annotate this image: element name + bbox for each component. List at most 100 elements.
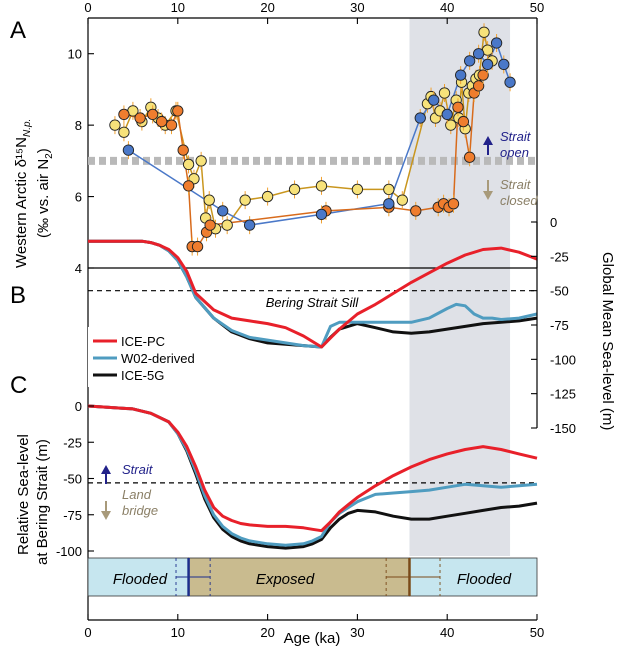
land-bridge-label-2: bridge bbox=[122, 503, 158, 518]
panelA-point-core-orange-3 bbox=[155, 115, 168, 128]
bottom-tick-label-2: 20 bbox=[260, 625, 274, 640]
panelA-point-core-blue-7 bbox=[441, 108, 453, 121]
strait-closed-label-2: closed bbox=[500, 193, 538, 208]
panelA-point-core-orange-19 bbox=[452, 101, 464, 113]
panelA-point-core-yellow-19 bbox=[351, 183, 364, 196]
right-tick-label-4: -100 bbox=[550, 352, 576, 367]
bottom-tick-label-5: 50 bbox=[530, 625, 544, 640]
panelC-ylabel-line1: Relative Sea-level bbox=[15, 434, 32, 555]
panelA-point-core-orange-4 bbox=[165, 119, 178, 131]
panelA-point-core-blue-14 bbox=[504, 76, 516, 88]
status-flooded-right: Flooded bbox=[457, 571, 512, 588]
panelA-point-core-orange-20 bbox=[457, 115, 470, 128]
bottom-tick-label-1: 10 bbox=[171, 625, 185, 640]
right-tick-label-2: -50 bbox=[550, 284, 569, 299]
panelA-ylabel: Western Arctic δ¹⁵NN.p. bbox=[13, 119, 33, 268]
strait-arrow-icon bbox=[101, 465, 111, 484]
panelA-point-core-blue-6 bbox=[428, 94, 440, 106]
top-tick-label-1: 10 bbox=[171, 0, 185, 15]
panel-letter-a: A bbox=[10, 17, 26, 44]
x-axis-label: Age (ka) bbox=[284, 630, 341, 647]
right-tick-label-5: -125 bbox=[550, 387, 576, 402]
panelA-ytick-label-0: 4 bbox=[75, 261, 82, 276]
panelA-point-core-orange-14 bbox=[410, 205, 422, 217]
legend-w02: W02-derived bbox=[121, 351, 195, 366]
panelA-point-core-yellow-0 bbox=[109, 119, 121, 131]
right-tick-label-1: -25 bbox=[550, 249, 569, 264]
land-bridge-arrow-icon bbox=[101, 501, 111, 520]
panelC-ylabel-line2: at Bering Strait (m) bbox=[34, 439, 51, 565]
panelA-point-core-blue-1 bbox=[217, 205, 229, 217]
panelC-ytick-label-3: -75 bbox=[63, 508, 82, 523]
panelA-point-core-yellow-17 bbox=[288, 183, 301, 196]
strait-open-label-2: open bbox=[500, 145, 529, 160]
bering-sill-label: Bering Strait Sill bbox=[266, 295, 360, 310]
panelA-point-core-orange-21 bbox=[463, 151, 476, 163]
panelA-point-core-orange-18 bbox=[447, 198, 460, 210]
bottom-tick-label-0: 0 bbox=[84, 625, 91, 640]
panelA-point-core-orange-7 bbox=[182, 180, 195, 192]
panelA-ylabel-units-end: ) bbox=[35, 148, 52, 153]
panelA-point-core-yellow-20 bbox=[383, 183, 395, 196]
panelA-ytick-label-1: 6 bbox=[75, 190, 82, 205]
panelA-ylabel-units-text: (‰ vs. air N bbox=[35, 159, 52, 238]
right-axis-label: Global Mean Sea-level (m) bbox=[599, 252, 616, 430]
strait-open-label-1: Strait bbox=[500, 129, 532, 144]
panelA-point-core-blue-8 bbox=[455, 69, 467, 81]
legend-ice-pc: ICE-PC bbox=[121, 334, 165, 349]
panelA-point-core-yellow-36 bbox=[478, 26, 490, 38]
panelA-point-core-orange-0 bbox=[118, 108, 130, 121]
right-tick-label-0: 0 bbox=[550, 215, 557, 230]
bottom-tick-label-4: 40 bbox=[440, 625, 454, 640]
top-tick-label-5: 50 bbox=[530, 0, 544, 15]
panelA-point-core-blue-9 bbox=[463, 55, 476, 67]
panelA-point-core-blue-4 bbox=[383, 198, 395, 210]
panelA-point-core-orange-2 bbox=[147, 108, 159, 121]
status-segment-0 bbox=[87, 557, 189, 597]
panelA-ylabel-main: Western Arctic δ¹⁵N bbox=[13, 137, 30, 268]
panelC-ytick-label-0: 0 bbox=[75, 399, 82, 414]
bottom-tick-label-3: 30 bbox=[350, 625, 364, 640]
panelA-point-core-orange-23 bbox=[472, 80, 485, 92]
panelA-point-core-yellow-26 bbox=[438, 87, 451, 99]
strait-closed-label-1: Strait bbox=[500, 177, 532, 192]
panelA-point-core-yellow-18 bbox=[315, 180, 328, 192]
panelA-ytick-label-3: 10 bbox=[68, 47, 82, 62]
top-tick-label-2: 20 bbox=[260, 0, 274, 15]
panelA-point-core-blue-11 bbox=[481, 58, 494, 71]
status-segment-1 bbox=[188, 557, 410, 597]
panelB-series-ice-pc bbox=[88, 239, 538, 349]
top-tick-label-3: 30 bbox=[350, 0, 364, 15]
panelA-point-core-blue-10 bbox=[472, 48, 485, 60]
panelC-series-ice-pc bbox=[87, 404, 538, 533]
panelC-ytick-label-1: -25 bbox=[63, 435, 82, 450]
strait-label: Strait bbox=[122, 462, 154, 477]
legend-ice-5g: ICE-5G bbox=[121, 368, 164, 383]
panel-letter-b: B bbox=[10, 282, 26, 309]
panelC-ytick-label-2: -50 bbox=[63, 472, 82, 487]
panelA-point-core-blue-12 bbox=[490, 37, 503, 49]
panelA-point-core-orange-9 bbox=[191, 240, 204, 253]
right-tick-label-3: -75 bbox=[550, 318, 569, 333]
panelA-ylabel-units: (‰ vs. air N2) bbox=[35, 148, 55, 238]
right-tick-label-6: -150 bbox=[550, 421, 576, 436]
panelA-point-core-yellow-15 bbox=[239, 194, 251, 206]
legend: ICE-PC W02-derived ICE-5G bbox=[88, 327, 198, 387]
strait-open-arrow-icon bbox=[483, 136, 493, 155]
panelA-point-core-blue-13 bbox=[498, 58, 510, 71]
panelA-point-core-blue-0 bbox=[122, 144, 135, 156]
panelA-point-core-yellow-1 bbox=[118, 126, 130, 138]
panelB-series-w02-derived bbox=[88, 239, 538, 349]
panelC-ytick-label-4: -100 bbox=[56, 544, 82, 559]
panel-letter-c: C bbox=[10, 372, 27, 399]
panelA-ylabel-sub: N.p. bbox=[22, 119, 33, 137]
panelA-point-core-yellow-8 bbox=[182, 158, 195, 171]
status-exposed: Exposed bbox=[256, 571, 315, 588]
panelA-point-core-orange-11 bbox=[204, 219, 216, 231]
panelA-point-core-yellow-16 bbox=[261, 190, 274, 203]
panelA-ytick-label-2: 8 bbox=[75, 118, 82, 133]
panelA-point-core-orange-5 bbox=[172, 105, 184, 117]
strait-closed-arrow-icon bbox=[483, 180, 493, 200]
panelA-ylabel-units-sub: 2 bbox=[44, 153, 55, 159]
